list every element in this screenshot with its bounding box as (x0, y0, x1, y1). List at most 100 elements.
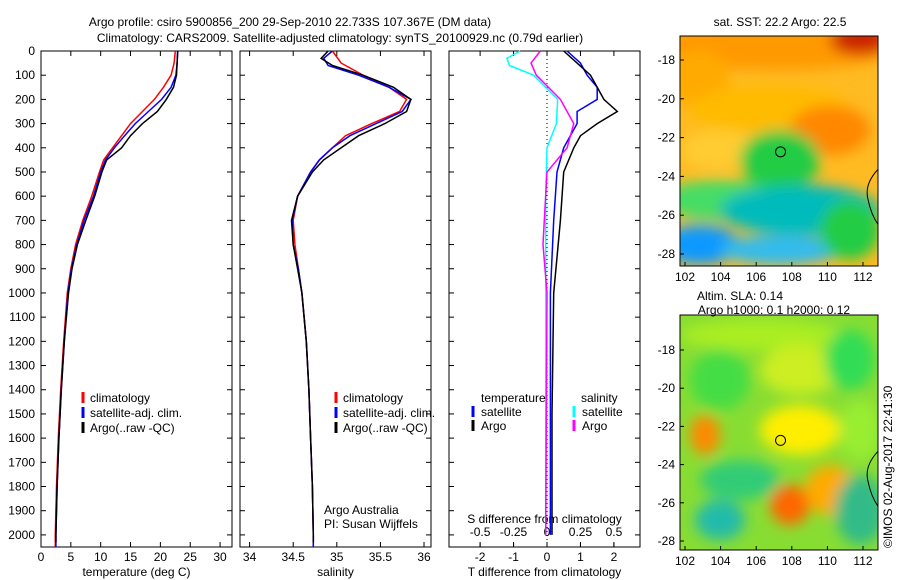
y-tick-label: 100 (15, 68, 35, 82)
series-line-t-argo (551, 50, 619, 535)
coastline (866, 169, 878, 225)
x-tick-label: 5 (68, 550, 75, 564)
legend-label: Argo(..raw -QC) (343, 421, 428, 435)
legend-label: satellite (582, 405, 623, 419)
lon-tick-label: 102 (675, 554, 695, 568)
x2-axis-label: S difference from climatology (467, 512, 622, 526)
lat-tick-label: -26 (658, 208, 676, 222)
map-field-patch (680, 320, 840, 350)
y-tick-label: 400 (15, 141, 35, 155)
y-tick-label: 1000 (8, 286, 35, 300)
x-tick-label: 34 (243, 550, 257, 564)
series-line-s-argo (530, 50, 575, 535)
lat-tick-label: -20 (658, 381, 676, 395)
series-line-climatology (292, 50, 408, 547)
x-axis-label: T difference from climatology (468, 565, 622, 579)
plot-frame (448, 50, 641, 548)
y-tick-label: 2000 (8, 528, 35, 542)
temperature-panel: 0 5 10 15 20 25 30 temperature (deg C) 0 100 200 30… (8, 44, 233, 579)
lat-tick-label: -26 (658, 496, 676, 510)
y-tick-label: 1300 (8, 359, 35, 373)
lat-tick-label: -28 (658, 247, 676, 261)
lat-tick-label: -18 (658, 53, 676, 67)
legend-label: Argo (481, 419, 507, 433)
map-frame (679, 35, 879, 267)
x-tick-label: 15 (124, 550, 138, 564)
sla_map: 102 104 106 108 110 112 -18 -20 -22 -24 -26 -28 (658, 314, 879, 568)
y-tick-label: 1500 (8, 407, 35, 421)
legend-label: climatology (90, 391, 150, 405)
legend-label: satellite-adj. clim. (343, 406, 435, 420)
map-field-patch (760, 405, 840, 455)
plot-frame (239, 50, 432, 548)
legend-label: satellite-adj. clim. (90, 406, 182, 420)
y-tick-label: 1100 (9, 310, 35, 324)
map-field-patch (840, 400, 878, 460)
sla-map-title-2: Argo h1000: 0.1 h2000: 0.12 (698, 303, 850, 317)
x-tick-label: 10 (94, 550, 108, 564)
series-line-argo-raw-qc- (290, 50, 412, 543)
lon-tick-label: 108 (782, 554, 802, 568)
x-tick-label: 30 (213, 550, 227, 564)
series-line-satellite-adj-clim- (291, 50, 413, 547)
map-field-patch (820, 200, 878, 260)
series-line-climatology (54, 50, 177, 547)
series-line-s-satellite (505, 50, 559, 535)
plot-frame (40, 50, 233, 548)
map-field-patch (720, 235, 840, 265)
x-tick-label: 25 (184, 550, 198, 564)
lat-tick-label: -24 (658, 169, 676, 183)
y-tick-label: 1200 (8, 334, 35, 348)
series-line-t-satellite (549, 50, 598, 535)
x-tick-label: 35 (330, 550, 344, 564)
map-field-patch (680, 36, 878, 70)
lat-tick-label: -20 (658, 92, 676, 106)
x-tick-label: 0 (38, 550, 45, 564)
sst_map: 102 104 106 108 110 112 -18 -20 -22 -24 -26 -28 (658, 35, 879, 284)
legend-label: Argo(..raw -QC) (90, 421, 175, 435)
lon-tick-label: 102 (675, 270, 695, 284)
argo-location-marker (775, 146, 787, 158)
map-field-patch (825, 330, 875, 390)
x-tick-label: 34.5 (282, 550, 306, 564)
title-line-2: Climatology: CARS2009. Satellite-adjuste… (97, 31, 583, 45)
salinity-panel: 34 34.5 35 35.5 36 salinity climatologysatelli… (239, 50, 435, 579)
map-image (680, 36, 878, 266)
lon-tick-label: 110 (818, 554, 837, 568)
lon-tick-label: 112 (853, 554, 872, 568)
map-field-patch (740, 130, 820, 190)
copyright-footer: ©IMOS 02-Aug-2017 22:41:30 (881, 385, 895, 548)
x-axis-label: temperature (deg C) (82, 565, 190, 579)
y-tick-label: 0 (28, 44, 35, 58)
legend-title: temperature (481, 391, 546, 405)
x2-tick-label: -0.5 (470, 525, 491, 539)
legend-label: satellite (481, 405, 522, 419)
map-field-patch (690, 415, 720, 455)
map-field-patch (695, 500, 745, 540)
x-tick-label: 36 (417, 550, 431, 564)
y-tick-label: 1600 (8, 431, 35, 445)
y-tick-label: 900 (15, 262, 35, 276)
lat-tick-label: -24 (658, 458, 676, 472)
lat-tick-label: -22 (658, 131, 676, 145)
x-tick-label: 35.5 (369, 550, 393, 564)
y-tick-label: 200 (15, 92, 35, 106)
lat-tick-label: -22 (658, 419, 676, 433)
x2-tick-label: 0 (544, 525, 551, 539)
lon-tick-label: 106 (746, 270, 766, 284)
map-field-patch (760, 345, 840, 395)
lat-tick-label: -18 (658, 343, 676, 357)
map-field-patch (770, 485, 810, 525)
x-tick-label: 2 (611, 550, 618, 564)
x-tick-label: 1 (577, 550, 584, 564)
lat-tick-label: -28 (658, 534, 676, 548)
map-field-patch (835, 475, 878, 545)
map-frame (679, 314, 879, 551)
legend-title: salinity (581, 391, 618, 405)
x-axis-label: salinity (317, 565, 354, 579)
x-tick-label: -2 (475, 550, 486, 564)
x-tick-label: -1 (508, 550, 519, 564)
map-image (680, 315, 878, 550)
